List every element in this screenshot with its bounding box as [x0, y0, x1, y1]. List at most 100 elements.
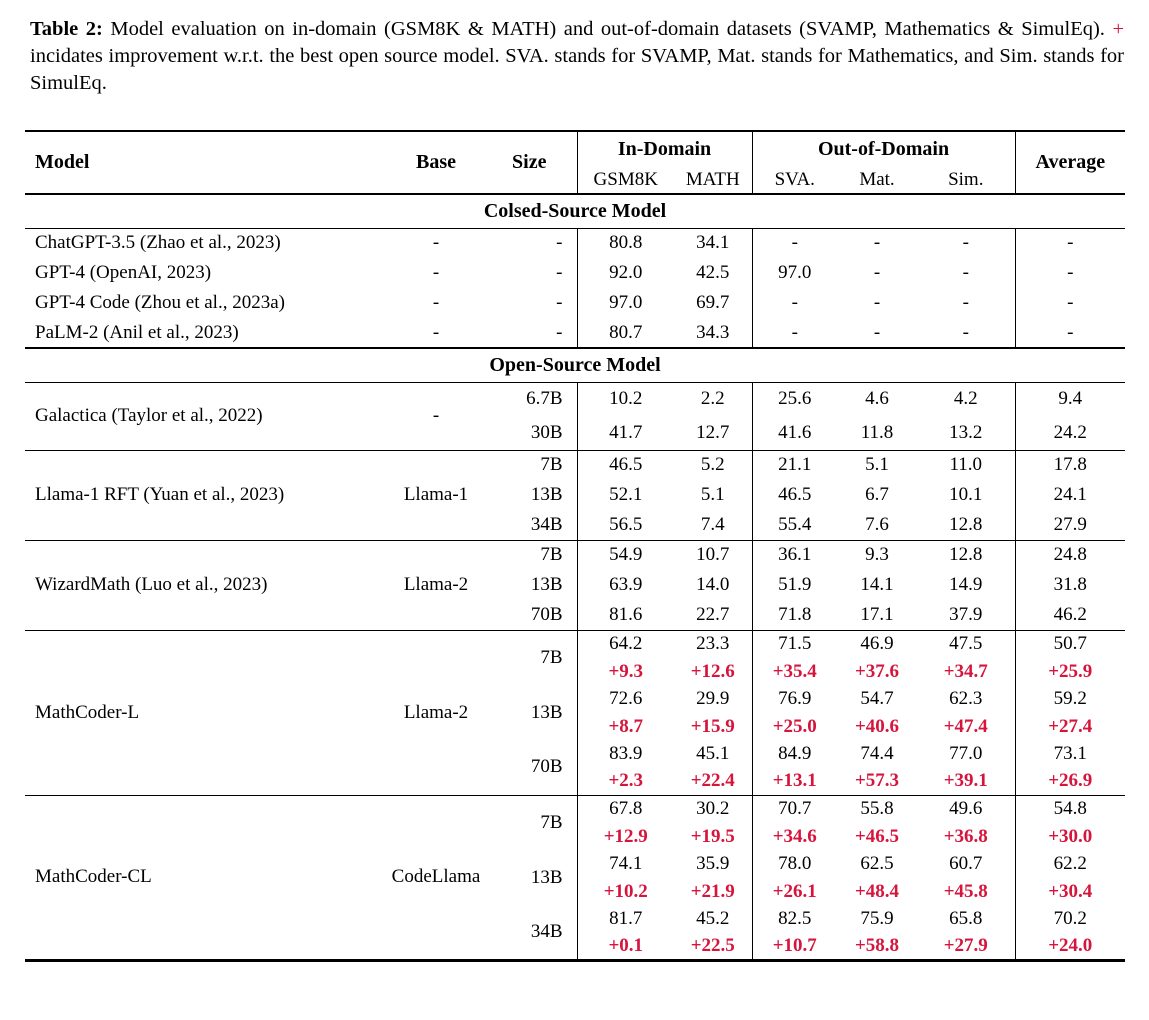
section-title: Colsed-Source Model — [483, 199, 667, 222]
model-group: MathCoder-CL CodeLlama 7B 67.8 30.2 70.7 55.8 4… — [25, 795, 1126, 961]
score-cell: 65.8 — [949, 908, 983, 930]
improvement-cell: +13.1 — [751, 768, 838, 796]
score-cell: 75.9 — [860, 908, 894, 930]
score-cell: 34.3 — [696, 321, 730, 343]
improvement-row: +10.2 +21.9 +26.1 +48.4 +45.8 +30.4 — [25, 878, 1126, 906]
table-row: WizardMath (Luo et al., 2023) Llama-2 7B 54… — [25, 540, 1126, 595]
caption-plus-sign: + — [1112, 18, 1124, 40]
base-model-cell: - — [432, 262, 440, 284]
table-row: 13B 52.1 5.1 46.5 6.7 10.1 24.1 — [25, 480, 1126, 511]
score-cell: - — [962, 321, 969, 343]
score-cell: 2.2 — [700, 388, 725, 410]
improvement-cell: +57.3 — [854, 770, 900, 792]
score-cell: - — [962, 262, 969, 284]
score-cell: 31.8 — [1014, 570, 1126, 601]
score-cell: 82.5 — [751, 905, 838, 934]
score-cell: 71.8 — [751, 600, 838, 631]
header-gsm8k: GSM8K — [576, 166, 674, 195]
model-name-cell: ChatGPT-3.5 (Zhao et al., 2023) — [35, 232, 281, 254]
score-cell: 6.7 — [865, 484, 889, 506]
score-cell: 45.2 — [696, 908, 730, 930]
score-cell: 92.0 — [576, 258, 674, 289]
table-header: Model Base Size In-Domain Out-of-Domain … — [25, 131, 1126, 195]
model-group: Llama-1 RFT (Yuan et al., 2023) Llama-1 7B… — [25, 450, 1126, 541]
table-row: 30B 41.7 12.7 41.6 11.8 13.2 24.2 — [25, 416, 1126, 451]
score-cell: - — [751, 228, 838, 259]
improvement-row: +9.3 +12.6 +35.4 +37.6 +34.7 +25.9 — [25, 658, 1126, 686]
table-row: MathCoder-L Llama-2 7B 64.2 23.3 71.5 46.9 47.5… — [25, 630, 1126, 723]
score-cell: 70.2 — [1014, 905, 1126, 934]
table-row: 70B 81.6 22.7 71.8 17.1 37.9 46.2 — [25, 600, 1126, 631]
size-cell: 7B — [540, 646, 563, 668]
score-cell: 12.8 — [949, 513, 983, 535]
score-cell: - — [1014, 228, 1126, 259]
header-average: Average — [1014, 131, 1126, 195]
score-cell: 60.7 — [949, 853, 983, 875]
score-cell: 11.0 — [949, 454, 983, 476]
caption-text-1: Model evaluation on in-domain (GSM8K & M… — [110, 18, 1113, 40]
score-cell: 59.2 — [1014, 685, 1126, 714]
score-cell: 78.0 — [751, 850, 838, 879]
improvement-cell: +2.3 — [576, 768, 674, 796]
score-cell: 81.7 — [576, 905, 674, 934]
improvement-cell: +30.4 — [1014, 878, 1126, 906]
score-cell: 10.7 — [696, 544, 730, 566]
size-cell: 70B — [530, 603, 563, 625]
size-cell: 34B — [530, 920, 563, 942]
size-cell: 70B — [530, 756, 563, 778]
model-group: GPT-4 (OpenAI, 2023) - -92.0 42.5 97.0- - - — [25, 258, 1126, 289]
size-cell: 13B — [530, 574, 563, 596]
score-cell: 10.1 — [949, 484, 983, 506]
section-header: Colsed-Source Model — [25, 194, 1126, 229]
improvement-cell: +35.4 — [751, 658, 838, 686]
improvement-cell: +25.0 — [751, 713, 838, 741]
score-cell: 9.3 — [865, 544, 889, 566]
score-cell: 21.1 — [751, 450, 838, 481]
score-cell: - — [1014, 288, 1126, 319]
score-cell: 46.9 — [860, 633, 894, 655]
table-row: 34B 56.5 7.4 55.4 7.6 12.8 27.9 — [25, 510, 1126, 541]
score-cell: 54.7 — [860, 688, 894, 710]
score-cell: 12.8 — [949, 544, 983, 566]
table-row: 70B 83.9 45.1 84.9 74.4 77.0 73.1 — [25, 740, 1126, 777]
score-cell: 42.5 — [696, 262, 730, 284]
model-name-cell: Llama-1 RFT (Yuan et al., 2023) — [35, 484, 285, 506]
header-out-of-domain: Out-of-Domain — [751, 131, 1016, 167]
table-row: Llama-1 RFT (Yuan et al., 2023) Llama-1 7B… — [25, 450, 1126, 505]
improvement-cell: +25.9 — [1014, 658, 1126, 686]
score-cell: 51.9 — [751, 570, 838, 601]
score-cell: 97.0 — [751, 258, 838, 289]
model-group: WizardMath (Luo et al., 2023) Llama-2 7B 54… — [25, 540, 1126, 631]
base-model-cell: - — [432, 292, 440, 314]
improvement-cell: +36.8 — [943, 825, 988, 847]
score-cell: 5.1 — [865, 454, 889, 476]
score-cell: 29.9 — [696, 688, 730, 710]
model-name-cell: MathCoder-L — [35, 701, 140, 723]
table-row: 13B 72.6 29.9 76.9 54.7 62.3 59.2 — [25, 685, 1126, 723]
improvement-row: +8.7 +15.9 +25.0 +40.6 +47.4 +27.4 — [25, 713, 1126, 741]
size-cell: - — [556, 292, 563, 314]
improvement-cell: +45.8 — [943, 880, 988, 902]
score-cell: 30.2 — [696, 798, 730, 820]
model-name-cell: PaLM-2 (Anil et al., 2023) — [35, 321, 239, 343]
score-cell: 62.3 — [949, 688, 983, 710]
score-cell: 9.4 — [1014, 382, 1126, 417]
size-cell: - — [556, 321, 563, 343]
score-cell: 81.6 — [576, 600, 674, 631]
score-cell: 35.9 — [696, 853, 730, 875]
score-cell: 5.2 — [700, 454, 725, 476]
score-cell: 23.3 — [696, 633, 730, 655]
section-header: Open-Source Model — [25, 348, 1126, 383]
header-sim: Sim. — [948, 168, 984, 190]
model-name-cell: Galactica (Taylor et al., 2022) — [35, 405, 263, 427]
score-cell: - — [873, 232, 881, 254]
caption-label: Table 2: — [30, 18, 103, 40]
size-cell: 13B — [530, 866, 563, 888]
model-name-cell: GPT-4 Code (Zhou et al., 2023a) — [35, 292, 285, 314]
score-cell: 67.8 — [576, 795, 674, 824]
caption-text-2: incidates improvement w.r.t. the best op… — [30, 45, 1124, 95]
score-cell: 17.1 — [860, 603, 894, 625]
improvement-cell: +9.3 — [576, 658, 674, 686]
score-cell: 27.9 — [1014, 510, 1126, 541]
score-cell: 74.1 — [576, 850, 674, 879]
